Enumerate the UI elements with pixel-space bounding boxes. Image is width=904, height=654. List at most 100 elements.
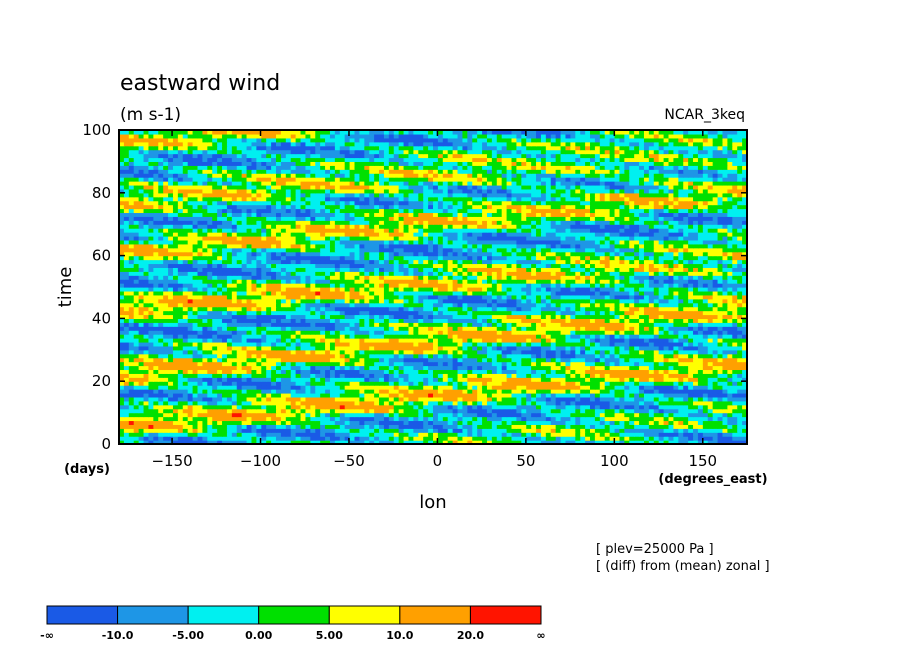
heatmap-cell bbox=[688, 369, 694, 374]
heatmap-cell bbox=[413, 361, 419, 367]
heatmap-cell bbox=[285, 373, 292, 378]
heatmap-cell bbox=[369, 298, 375, 304]
heatmap-cell bbox=[119, 345, 125, 351]
heatmap-cell bbox=[594, 349, 601, 355]
heatmap-cell bbox=[678, 404, 684, 410]
heatmap-cell bbox=[462, 440, 468, 445]
heatmap-cell bbox=[349, 341, 356, 347]
heatmap-cell bbox=[634, 330, 640, 335]
heatmap-cell bbox=[663, 424, 670, 429]
heatmap-cell bbox=[133, 294, 140, 300]
heatmap-cell bbox=[722, 436, 728, 441]
heatmap-cell bbox=[128, 369, 135, 374]
heatmap-cell bbox=[575, 345, 581, 351]
heatmap-cell bbox=[369, 420, 375, 425]
heatmap-cell bbox=[349, 392, 356, 398]
heatmap-cell bbox=[182, 365, 189, 371]
heatmap-cell bbox=[496, 377, 503, 382]
heatmap-cell bbox=[653, 326, 660, 331]
heatmap-cell bbox=[280, 440, 287, 445]
heatmap-cell bbox=[320, 290, 326, 296]
heatmap-cell bbox=[344, 373, 351, 378]
heatmap-cell bbox=[707, 290, 714, 296]
heatmap-cell bbox=[428, 330, 434, 335]
heatmap-cell bbox=[697, 306, 704, 312]
heatmap-cell bbox=[374, 432, 380, 437]
heatmap-cell bbox=[501, 345, 508, 351]
heatmap-cell bbox=[624, 361, 630, 367]
heatmap-cell bbox=[418, 341, 424, 347]
heatmap-cell bbox=[285, 310, 292, 316]
heatmap-cell bbox=[329, 440, 336, 445]
heatmap-cell bbox=[344, 369, 351, 374]
heatmap-cell bbox=[648, 412, 655, 418]
heatmap-cell bbox=[697, 408, 704, 414]
heatmap-cell bbox=[241, 373, 248, 378]
heatmap-cell bbox=[344, 416, 351, 422]
heatmap-cell bbox=[251, 357, 257, 363]
heatmap-cell bbox=[697, 381, 704, 386]
heatmap-cell bbox=[192, 404, 199, 410]
heatmap-cell bbox=[604, 424, 611, 429]
heatmap-cell bbox=[403, 381, 410, 386]
heatmap-cell bbox=[693, 318, 699, 323]
heatmap-cell bbox=[486, 310, 493, 316]
heatmap-cell bbox=[648, 349, 655, 355]
heatmap-cell bbox=[457, 432, 464, 437]
heatmap-cell bbox=[585, 338, 591, 343]
heatmap-cell bbox=[467, 306, 473, 312]
heatmap-cell bbox=[462, 345, 468, 351]
heatmap-cell bbox=[580, 341, 586, 347]
heatmap-cell bbox=[408, 392, 414, 398]
heatmap-cell bbox=[433, 318, 439, 323]
heatmap-cell bbox=[516, 377, 522, 382]
heatmap-cell bbox=[717, 338, 724, 343]
heatmap-cell bbox=[393, 330, 400, 335]
heatmap-cell bbox=[526, 314, 532, 319]
heatmap-cell bbox=[540, 341, 547, 347]
heatmap-cell bbox=[688, 353, 694, 359]
heatmap-cell bbox=[727, 428, 733, 433]
heatmap-cell bbox=[624, 298, 630, 304]
heatmap-cell bbox=[354, 357, 361, 363]
heatmap-cell bbox=[540, 318, 547, 323]
heatmap-cell bbox=[688, 345, 694, 351]
heatmap-cell bbox=[697, 436, 704, 441]
heatmap-cell bbox=[364, 302, 370, 308]
heatmap-cell bbox=[678, 416, 684, 422]
heatmap-cell bbox=[177, 389, 184, 394]
heatmap-cell bbox=[133, 400, 140, 406]
heatmap-cell bbox=[545, 365, 552, 371]
heatmap-cell bbox=[128, 412, 135, 418]
heatmap-cell bbox=[482, 322, 488, 327]
heatmap-cell bbox=[570, 330, 576, 335]
heatmap-cell bbox=[315, 381, 321, 386]
heatmap-cell bbox=[418, 326, 424, 331]
heatmap-cell bbox=[717, 373, 724, 378]
heatmap-cell bbox=[403, 369, 410, 374]
heatmap-cell bbox=[138, 322, 145, 327]
heatmap-cell bbox=[295, 412, 302, 418]
heatmap-cell bbox=[433, 377, 439, 382]
heatmap-cell bbox=[707, 432, 714, 437]
heatmap-cell bbox=[398, 345, 405, 351]
heatmap-cell bbox=[123, 353, 130, 359]
heatmap-cell bbox=[202, 381, 208, 386]
heatmap-cell bbox=[526, 334, 532, 339]
heatmap-cell bbox=[315, 361, 321, 367]
heatmap-cell bbox=[231, 322, 238, 327]
heatmap-cell bbox=[496, 408, 503, 414]
heatmap-cell bbox=[310, 361, 316, 367]
heatmap-cell bbox=[467, 385, 473, 390]
heatmap-cell bbox=[707, 365, 714, 371]
heatmap-cell bbox=[737, 302, 743, 308]
heatmap-cell bbox=[212, 353, 218, 359]
heatmap-cell bbox=[516, 353, 522, 359]
heatmap-cell bbox=[388, 385, 395, 390]
heatmap-cell bbox=[393, 290, 400, 296]
heatmap-cell bbox=[334, 338, 341, 343]
heatmap-cell bbox=[594, 361, 601, 367]
heatmap-cell bbox=[344, 338, 351, 343]
heatmap-cell bbox=[119, 432, 125, 437]
heatmap-cell bbox=[639, 349, 645, 355]
